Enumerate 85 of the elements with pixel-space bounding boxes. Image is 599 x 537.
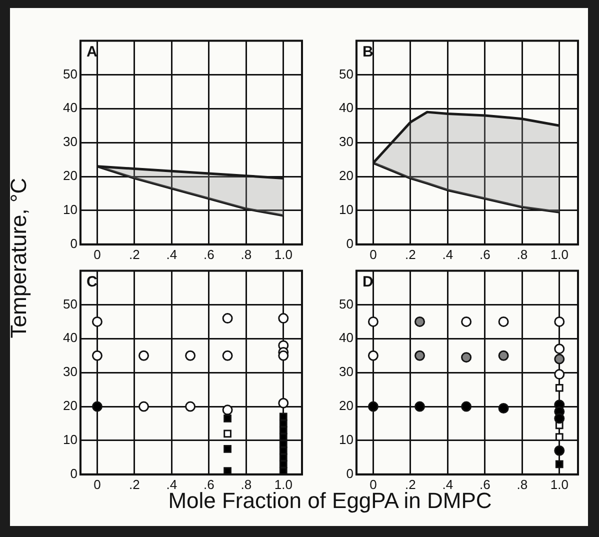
point <box>279 454 288 462</box>
chart-title: B <box>362 43 374 60</box>
x-tick-label: 0 <box>370 246 377 262</box>
point <box>554 316 565 327</box>
x-tick-label: 1.0 <box>274 246 292 262</box>
chart-title: C <box>86 273 98 290</box>
point <box>222 313 233 324</box>
point <box>222 404 233 416</box>
point <box>278 398 289 408</box>
y-tick-label: 0 <box>346 236 354 251</box>
point <box>222 350 233 361</box>
point <box>461 401 472 412</box>
point <box>278 350 289 361</box>
point <box>138 401 150 412</box>
point <box>555 460 564 468</box>
point <box>554 413 565 424</box>
point <box>414 401 426 412</box>
point <box>498 316 509 327</box>
x-tick-label: .4 <box>442 246 454 262</box>
point <box>224 467 232 474</box>
y-tick-label: 50 <box>62 66 78 82</box>
x-tick-label: .2 <box>129 476 140 492</box>
point <box>498 350 509 361</box>
point <box>92 316 102 327</box>
point <box>224 445 232 453</box>
point <box>279 412 288 421</box>
y-tick-label: 40 <box>338 100 354 116</box>
y-tick-label: 50 <box>338 296 354 312</box>
y-tick-label: 10 <box>338 202 354 218</box>
y-tick-label: 40 <box>62 100 78 116</box>
point <box>414 350 426 361</box>
y-tick-label: 30 <box>62 134 78 150</box>
point <box>461 352 472 363</box>
y-tick-label: 20 <box>338 168 354 184</box>
y-tick-label: 10 <box>62 202 78 218</box>
point <box>224 414 232 422</box>
y-tick-label: 20 <box>338 398 354 414</box>
chart-title: A <box>86 43 98 60</box>
point <box>185 350 196 361</box>
point <box>555 384 564 392</box>
x-tick-label: .8 <box>240 246 252 262</box>
x-tick-label: .6 <box>479 246 490 262</box>
y-tick-label: 50 <box>62 296 78 312</box>
point <box>368 401 378 412</box>
x-tick-label: .4 <box>166 246 178 262</box>
point <box>414 316 426 327</box>
y-tick-label: 10 <box>338 432 354 448</box>
y-tick-label: 20 <box>62 168 78 184</box>
y-tick-label: 30 <box>338 134 354 150</box>
y-tick-label: 30 <box>62 364 78 380</box>
y-tick-label: 30 <box>338 364 354 380</box>
x-tick-label: .2 <box>405 246 416 262</box>
point <box>461 316 472 327</box>
point <box>224 430 232 438</box>
point <box>138 350 150 361</box>
point <box>554 369 565 380</box>
y-tick-label: 20 <box>62 398 78 414</box>
x-tick-label: .6 <box>203 246 214 262</box>
point <box>92 350 102 361</box>
point <box>554 354 565 364</box>
y-tick-label: 0 <box>70 466 78 481</box>
x-tick-label: 0 <box>94 246 101 262</box>
point <box>185 401 196 412</box>
point <box>554 445 565 456</box>
chart-title: D <box>362 273 374 290</box>
x-tick-label: 1.0 <box>550 246 568 262</box>
point <box>92 401 102 412</box>
point <box>368 350 378 361</box>
point <box>279 420 288 428</box>
y-tick-label: 0 <box>70 236 78 251</box>
y-tick-label: 40 <box>338 330 354 346</box>
point <box>498 402 509 414</box>
y-tick-label: 40 <box>62 330 78 346</box>
y-axis-title: Temperature, °C <box>6 176 32 340</box>
x-tick-label: .8 <box>516 476 528 492</box>
point <box>278 313 289 324</box>
point <box>554 344 565 354</box>
x-tick-label: .8 <box>516 246 528 262</box>
point <box>368 316 378 327</box>
x-tick-label: 1.0 <box>550 476 568 492</box>
x-tick-label: .2 <box>129 246 140 262</box>
y-tick-label: 50 <box>338 66 354 82</box>
x-tick-label: 0 <box>94 476 101 492</box>
y-tick-label: 0 <box>346 466 354 481</box>
y-tick-label: 10 <box>62 432 78 448</box>
